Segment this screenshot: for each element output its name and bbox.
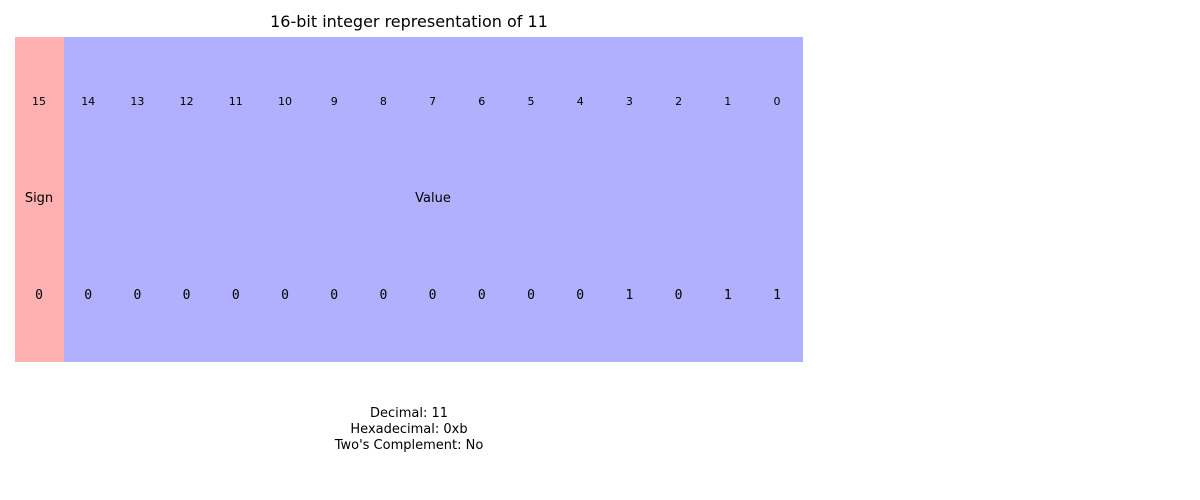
bit-index-8: 8 — [379, 95, 387, 108]
bit-value-13: 0 — [133, 288, 142, 303]
bit-value-6: 0 — [477, 288, 486, 303]
sign-label: Sign — [24, 191, 54, 206]
bit-index-4: 4 — [576, 95, 584, 108]
bit-index-5: 5 — [527, 95, 535, 108]
diagram-title: 16-bit integer representation of 11 — [270, 12, 548, 31]
bit-index-6: 6 — [478, 95, 486, 108]
bit-index-2: 2 — [675, 95, 683, 108]
bit-index-12: 12 — [179, 95, 194, 108]
bit-value-14: 0 — [84, 288, 93, 303]
bit-value-3: 1 — [625, 288, 634, 303]
bit-value-7: 0 — [428, 288, 437, 303]
value-label: Value — [415, 191, 451, 206]
bit-index-3: 3 — [625, 95, 633, 108]
bit-value-11: 0 — [231, 288, 240, 303]
bit-index-0: 0 — [773, 95, 781, 108]
bit-value-0: 1 — [773, 288, 781, 303]
twos-complement-text: Two's Complement: No — [334, 438, 484, 453]
bit-index-11: 11 — [228, 95, 243, 108]
bit-index-1: 1 — [724, 95, 732, 108]
bit-index-15: 15 — [32, 95, 46, 108]
bit-value-4: 0 — [576, 288, 585, 303]
bit-value-12: 0 — [182, 288, 191, 303]
decimal-text: Decimal: 11 — [369, 406, 449, 421]
bit-value-15: 0 — [35, 288, 43, 303]
sign-region — [15, 37, 64, 362]
hexadecimal-text: Hexadecimal: 0xb — [350, 422, 468, 437]
bit-value-1: 1 — [723, 288, 732, 303]
bit-value-10: 0 — [281, 288, 289, 303]
bit-index-13: 13 — [130, 95, 145, 108]
bit-value-5: 0 — [527, 288, 535, 303]
value-region — [64, 37, 803, 362]
bit-index-14: 14 — [81, 95, 96, 108]
bit-value-9: 0 — [330, 288, 339, 303]
bit-index-9: 9 — [330, 95, 338, 108]
bit-index-10: 10 — [278, 95, 292, 108]
bit-value-2: 0 — [674, 288, 683, 303]
bit-index-7: 7 — [429, 95, 437, 108]
info-block: Decimal: 11 Hexadecimal: 0xb Two's Compl… — [0, 406, 818, 454]
bit-value-8: 0 — [379, 288, 388, 303]
